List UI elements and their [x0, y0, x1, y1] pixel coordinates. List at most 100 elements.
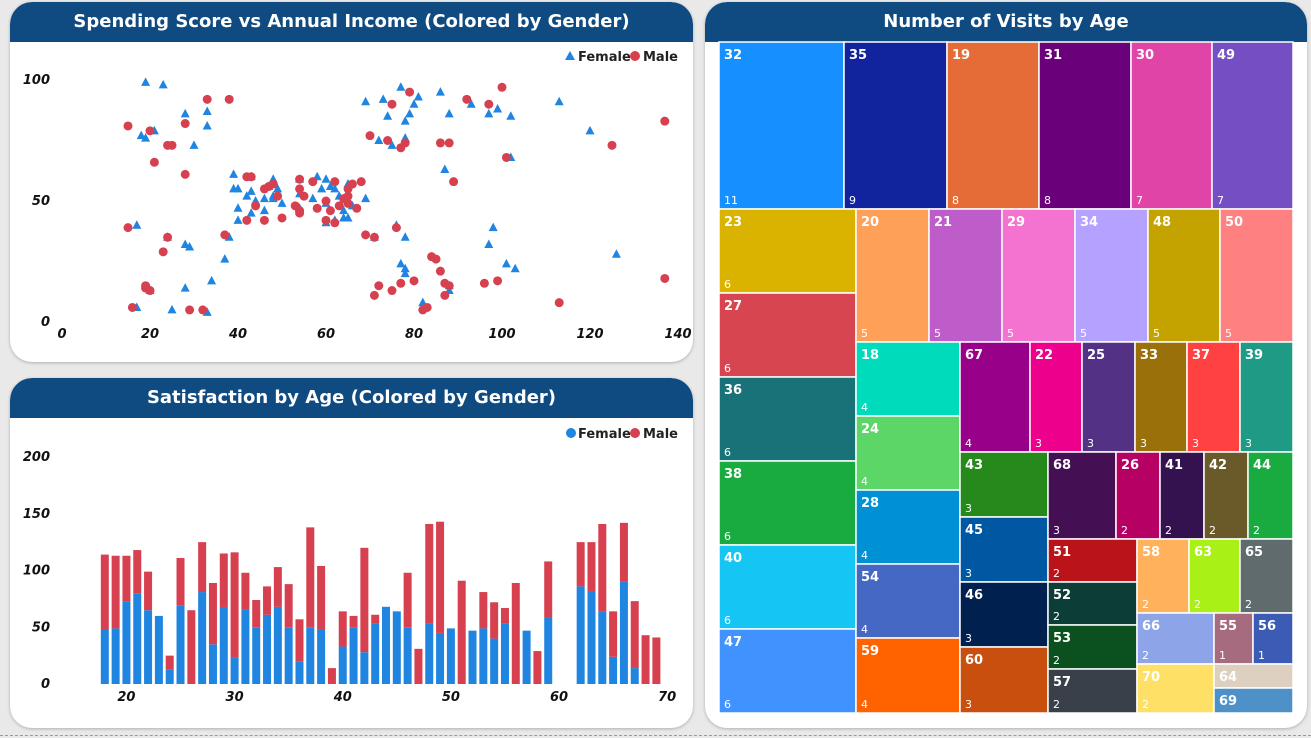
treemap-tile-70: [1136, 663, 1215, 714]
female-bar: [630, 668, 639, 684]
female-bar: [219, 607, 228, 684]
female-point: [484, 239, 494, 249]
treemap-tile-label: 27: [724, 299, 742, 314]
treemap-tile-count: 5: [1153, 327, 1160, 340]
treemap-tile-label: 51: [1053, 545, 1071, 560]
female-point: [361, 193, 371, 203]
male-bar: [219, 553, 228, 608]
treemap-tile-label: 21: [934, 215, 952, 230]
treemap-tile-label: 48: [1153, 215, 1171, 230]
treemap-tile-label: 45: [965, 523, 983, 538]
male-point: [607, 140, 617, 150]
female-point: [180, 239, 190, 249]
male-bar: [144, 571, 153, 611]
male-point: [369, 232, 379, 242]
treemap-tile-label: 39: [1245, 348, 1263, 363]
treemap-tile-count: 2: [1142, 598, 1149, 611]
male-bar: [176, 558, 185, 606]
male-point: [660, 273, 670, 283]
treemap-tile-label: 37: [1192, 348, 1210, 363]
male-point: [242, 215, 252, 225]
treemap-tile-count: 3: [965, 567, 972, 580]
legend-female-marker: [566, 428, 576, 438]
treemap-tile-label: 64: [1219, 670, 1237, 685]
female-bar: [360, 652, 369, 684]
treemap-tile-count: 2: [1194, 598, 1201, 611]
female-point: [259, 205, 269, 215]
male-point: [431, 254, 441, 264]
treemap-tile-label: 57: [1053, 675, 1071, 690]
male-point: [479, 278, 489, 288]
female-point: [484, 108, 494, 118]
female-bar: [198, 592, 207, 684]
treemap-tile-count: 6: [724, 278, 731, 291]
legend-male-label: Male: [643, 427, 678, 442]
male-bar: [284, 584, 293, 628]
treemap-tile-count: 3: [1245, 437, 1252, 450]
treemap-tile-label: 56: [1258, 619, 1276, 634]
y-tick-label: 0: [41, 315, 50, 330]
female-point: [189, 140, 199, 149]
female-point: [400, 268, 410, 278]
treemap-tile-label: 41: [1165, 458, 1183, 473]
female-bar: [544, 617, 553, 684]
male-bar: [619, 522, 628, 582]
female-bar: [133, 593, 142, 684]
treemap-tile-label: 30: [1136, 48, 1154, 63]
male-point: [198, 305, 208, 315]
female-point: [277, 198, 287, 207]
female-bar: [208, 644, 217, 684]
treemap-tile-count: 5: [1080, 327, 1087, 340]
treemap-tile-count: 6: [724, 446, 731, 459]
female-point: [378, 94, 388, 103]
female-bar: [619, 581, 628, 684]
treemap-tile-label: 55: [1219, 619, 1237, 634]
male-bar: [349, 615, 358, 628]
male-point: [180, 169, 190, 179]
male-point: [409, 276, 419, 286]
male-bar: [327, 668, 336, 684]
male-point: [330, 218, 340, 228]
treemap-tile-label: 58: [1142, 545, 1160, 560]
male-bar: [479, 592, 488, 629]
treemap-tile-count: 4: [861, 475, 868, 488]
y-tick-label: 150: [23, 507, 50, 522]
male-point: [325, 206, 335, 216]
male-point: [660, 116, 670, 126]
treemap-tile-label: 32: [724, 48, 742, 63]
male-point: [449, 177, 459, 187]
treemap-tile-48: [1147, 208, 1221, 343]
treemap-tile-38: [718, 460, 857, 546]
female-point: [444, 108, 454, 118]
legend-female-label: Female: [578, 427, 631, 442]
female-point: [185, 241, 195, 251]
female-point: [273, 183, 283, 193]
female-bar: [576, 586, 585, 684]
female-point: [400, 232, 410, 241]
female-point: [202, 106, 212, 115]
treemap-tile-31: [1038, 41, 1132, 210]
treemap-tile-label: 40: [724, 551, 742, 566]
male-bar: [230, 552, 239, 658]
male-point: [220, 230, 230, 240]
bar-card: Satisfaction by Age (Colored by Gender) …: [10, 378, 693, 728]
legend-male-marker: [630, 428, 640, 438]
male-point: [343, 198, 353, 208]
treemap-tile-count: 5: [861, 327, 868, 340]
treemap-tile-60: [959, 646, 1049, 714]
treemap-tile-65: [1239, 538, 1294, 614]
female-bar: [371, 623, 380, 684]
treemap-tile-label: 42: [1209, 458, 1227, 473]
female-point: [141, 133, 151, 142]
female-point: [167, 304, 177, 314]
female-bar: [490, 638, 499, 684]
female-bar: [165, 669, 174, 684]
treemap-tile-count: 1: [1258, 649, 1265, 662]
treemap-tile-count: 2: [1253, 524, 1260, 537]
treemap-tile-label: 23: [724, 215, 742, 230]
female-point: [383, 111, 393, 120]
male-bar: [252, 600, 261, 628]
treemap-tile-count: 6: [724, 530, 731, 543]
treemap-tile-57: [1047, 668, 1138, 714]
female-point: [466, 99, 476, 108]
